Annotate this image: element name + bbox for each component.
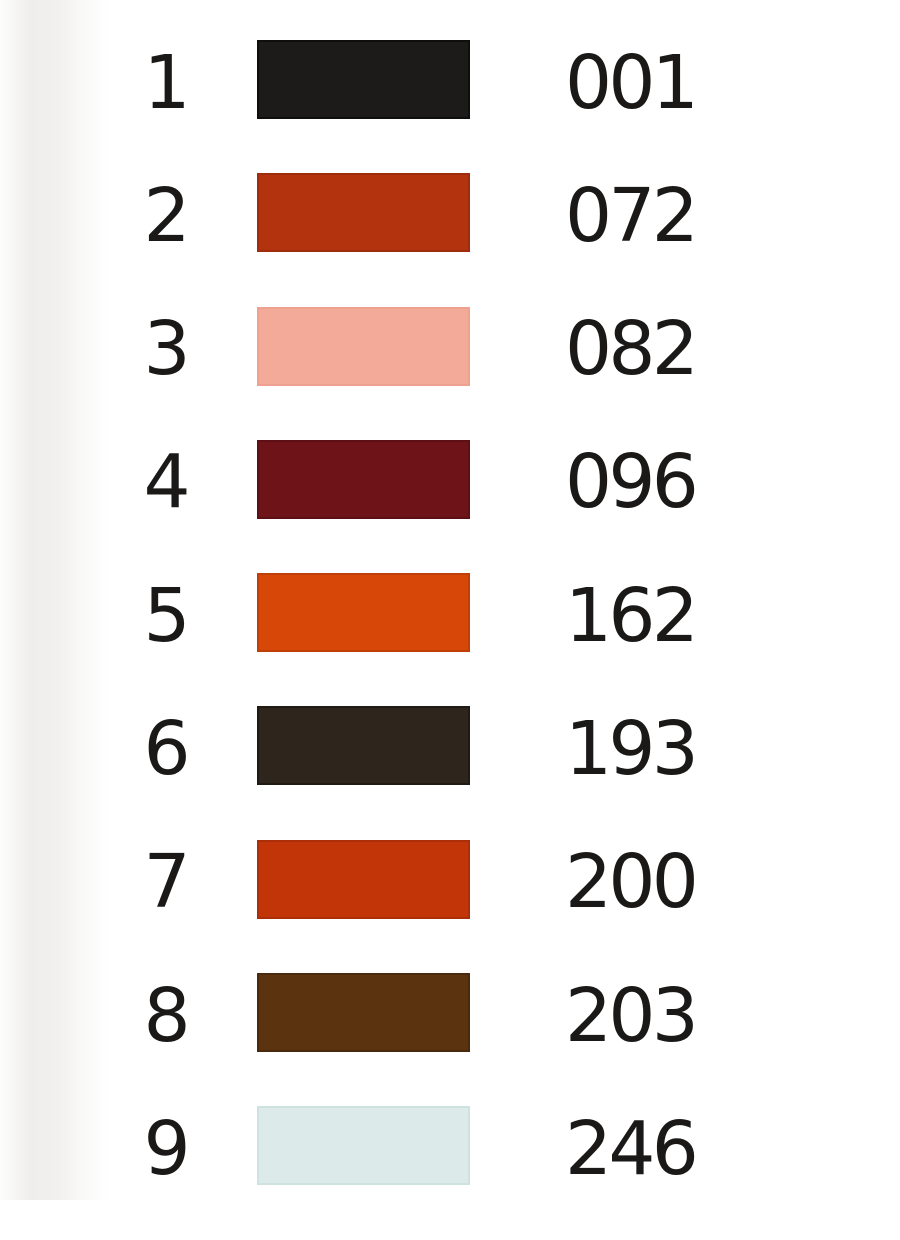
row-number: 5 — [143, 572, 191, 659]
color-key-row: 7 200 — [0, 839, 699, 926]
color-swatch — [257, 839, 470, 919]
color-key-row: 6 193 — [0, 705, 699, 792]
row-number: 2 — [143, 172, 191, 259]
left-edge-shadow — [0, 0, 110, 1200]
row-number: 6 — [143, 705, 191, 792]
row-number: 1 — [143, 39, 191, 126]
color-swatch — [257, 1106, 470, 1186]
color-key-row: 8 203 — [0, 972, 699, 1059]
color-swatch — [257, 573, 470, 653]
color-swatch — [257, 40, 470, 119]
color-key-row: 9 246 — [0, 1105, 699, 1192]
color-code: 193 — [565, 705, 699, 792]
color-swatch — [257, 973, 470, 1053]
color-key-row: 3 082 — [0, 306, 699, 393]
row-number: 3 — [143, 306, 191, 393]
row-number: 9 — [143, 1105, 191, 1192]
row-number: 8 — [143, 972, 191, 1059]
color-key-row: 1 001 — [0, 39, 699, 126]
color-key-row: 2 072 — [0, 172, 699, 259]
color-code: 072 — [565, 172, 699, 259]
color-code: 082 — [565, 306, 699, 393]
color-key-row: 4 096 — [0, 439, 699, 526]
color-swatch — [257, 173, 470, 253]
row-number: 4 — [143, 439, 191, 526]
color-swatch — [257, 306, 470, 386]
color-swatch — [257, 706, 470, 786]
color-code: 200 — [565, 839, 699, 926]
page: { "page": { "background": "#ffffff", "le… — [0, 0, 699, 1200]
row-number: 7 — [143, 839, 191, 926]
color-key-list: 1 001 2 072 3 082 4 096 5 162 6 193 7 20… — [0, 39, 699, 1240]
color-code: 162 — [565, 572, 699, 659]
color-code: 246 — [565, 1105, 699, 1192]
color-key-row: 5 162 — [0, 572, 699, 659]
color-code: 096 — [565, 439, 699, 526]
color-code: 001 — [565, 39, 699, 126]
color-swatch — [257, 439, 470, 519]
color-code: 203 — [565, 972, 699, 1059]
